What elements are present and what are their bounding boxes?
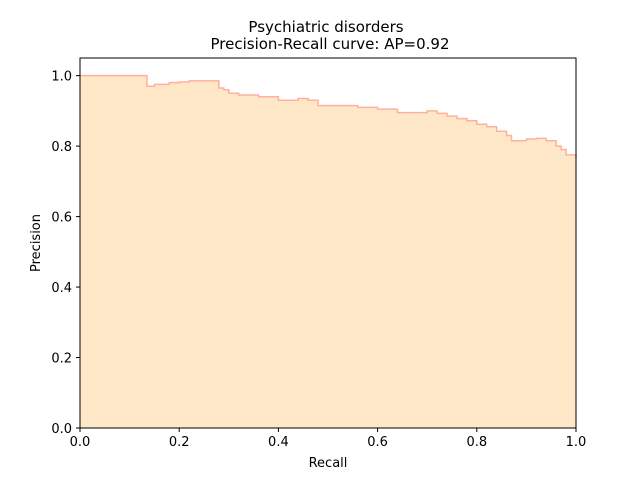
x-axis-ticks: 0.0 0.2 0.4 0.6 0.8 1.0 (70, 428, 587, 450)
x-tick-label: 0.2 (169, 435, 190, 450)
x-tick-label: 0.6 (367, 435, 388, 450)
y-tick-label: 0.2 (51, 352, 72, 367)
y-tick-label: 0.0 (51, 422, 72, 437)
x-tick-label: 0.0 (70, 435, 91, 450)
x-tick-label: 1.0 (566, 435, 587, 450)
chart-subtitle: Precision-Recall curve: AP=0.92 (211, 35, 450, 53)
axes-frame (79, 57, 577, 429)
y-axis-ticks: 0.0 0.2 0.4 0.6 0.8 1.0 (51, 70, 80, 437)
x-tick-label: 0.8 (466, 435, 487, 450)
y-axis-label: Precision (29, 214, 44, 272)
y-tick-label: 1.0 (51, 70, 72, 85)
y-tick-label: 0.8 (51, 140, 72, 155)
y-tick-label: 0.4 (51, 281, 72, 296)
x-tick-label: 0.4 (268, 435, 289, 450)
pr-curve-line (80, 74, 577, 159)
pr-curve-area (80, 75, 576, 428)
chart-title: Psychiatric disorders (248, 18, 403, 36)
x-axis-label: Recall (309, 456, 348, 471)
y-tick-label: 0.6 (51, 211, 72, 226)
